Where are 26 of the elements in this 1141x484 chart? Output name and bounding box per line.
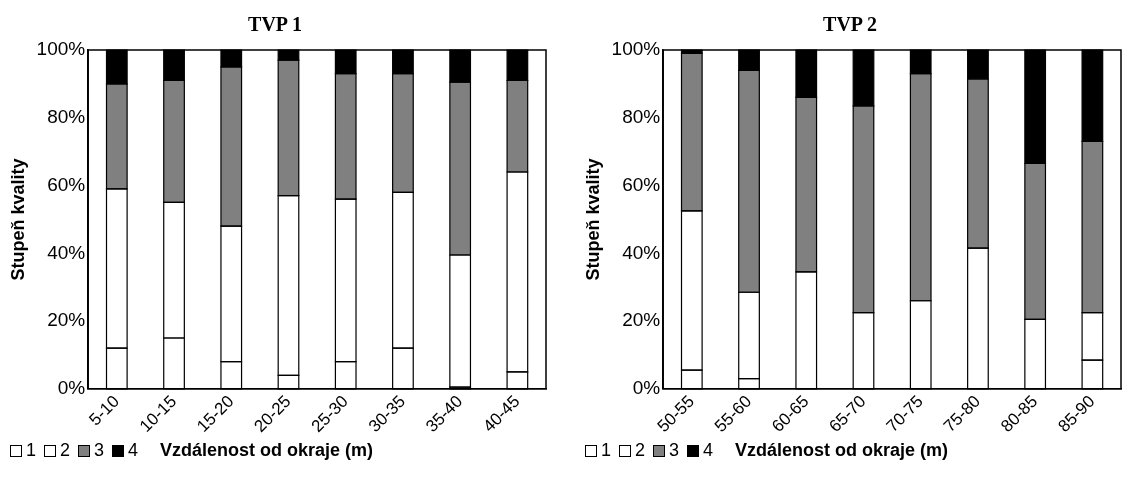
y-tick-label: 40% bbox=[47, 241, 86, 263]
legend-label: 2 bbox=[60, 440, 71, 461]
y-tick-label: 100% bbox=[36, 38, 86, 60]
y-tick-label: 20% bbox=[47, 309, 86, 331]
chart-title: TVP 1 bbox=[248, 13, 302, 36]
y-tick-label: 80% bbox=[622, 106, 661, 127]
x-axis-title: Vzdálenost od okraje (m) bbox=[160, 440, 374, 461]
y-tick-label: 0% bbox=[57, 377, 86, 399]
legend-label: 4 bbox=[128, 440, 139, 461]
legend-label: 3 bbox=[94, 440, 105, 461]
y-tick-label: 100% bbox=[611, 38, 661, 60]
y-tick-label: 0% bbox=[632, 377, 661, 399]
legend-label: 2 bbox=[635, 440, 646, 461]
legend-label: 4 bbox=[703, 440, 714, 461]
y-tick-label: 80% bbox=[47, 106, 86, 127]
y-axis-title: Stupeň kvality bbox=[582, 158, 603, 281]
y-axis-title: Stupeň kvality bbox=[7, 158, 28, 281]
x-axis-title: Vzdálenost od okraje (m) bbox=[735, 440, 949, 461]
chart-title: TVP 2 bbox=[823, 13, 877, 36]
y-tick-label: 20% bbox=[622, 309, 661, 331]
legend-label: 1 bbox=[26, 440, 37, 461]
legend-label: 3 bbox=[669, 440, 680, 461]
y-tick-label: 60% bbox=[47, 173, 86, 195]
y-tick-label: 60% bbox=[622, 173, 661, 195]
legend-label: 1 bbox=[601, 440, 612, 461]
y-tick-label: 40% bbox=[622, 241, 661, 263]
